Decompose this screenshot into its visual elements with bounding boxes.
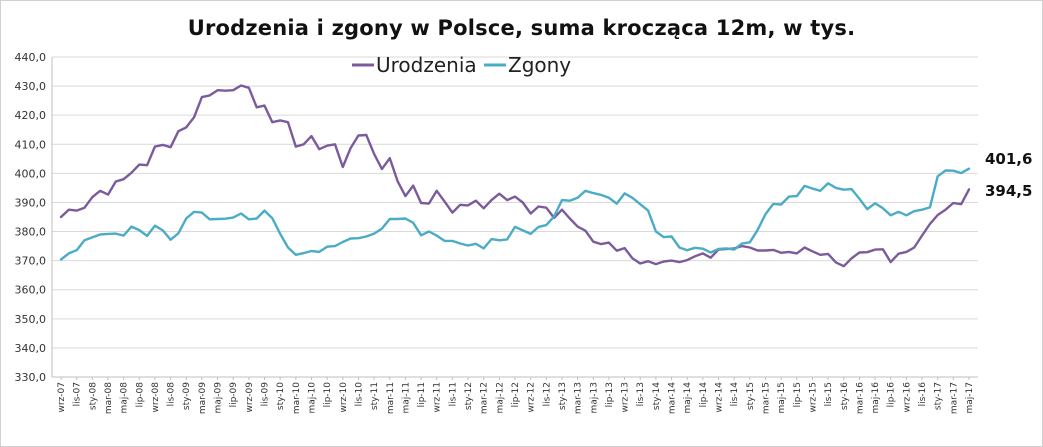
series-lines xyxy=(59,84,971,268)
y-tick-label: 380,0 xyxy=(15,226,47,239)
x-tick-label: wrz-13 xyxy=(621,382,631,413)
x-tick-label: maj-16 xyxy=(871,382,881,414)
x-tick-label: mar-08 xyxy=(104,382,114,414)
legend-label-zgony: Zgony xyxy=(508,53,571,77)
series-line-zgony xyxy=(59,167,971,261)
y-tick-label: 340,0 xyxy=(15,342,47,355)
x-tick-label: lis-14 xyxy=(730,382,740,407)
end-labels: 401,6 394,5 xyxy=(985,150,1032,200)
chart-title: Urodzenia i zgony w Polsce, suma krocząc… xyxy=(187,16,856,40)
x-tick-label: lis-13 xyxy=(636,382,646,406)
y-tick-label: 360,0 xyxy=(15,284,47,297)
y-tick-label: 370,0 xyxy=(15,255,47,268)
gridlines xyxy=(52,56,978,378)
x-tick-label: maj-15 xyxy=(777,382,787,413)
x-tick-label: wrz-10 xyxy=(339,382,349,413)
y-tick-label: 330,0 xyxy=(15,371,47,384)
x-tick-label: mar-13 xyxy=(574,382,584,414)
end-label-zgony: 401,6 xyxy=(985,150,1032,168)
x-tick-label: wrz-12 xyxy=(527,382,537,413)
x-tick-label: maj-12 xyxy=(495,382,505,413)
x-tick-label: maj-17 xyxy=(965,382,975,413)
x-tick-label: sty-13 xyxy=(558,382,568,410)
x-tick-label: wrz-16 xyxy=(902,382,912,413)
x-tick-label: maj-10 xyxy=(307,382,317,414)
x-tick-label: sty-17 xyxy=(934,382,944,410)
x-tick-label: sty-16 xyxy=(840,382,850,410)
end-label-urodzenia: 394,5 xyxy=(985,182,1032,200)
x-tick-label: wrz-08 xyxy=(151,382,161,413)
x-tick-label: maj-14 xyxy=(683,382,693,414)
x-tick-label: lis-16 xyxy=(918,382,928,407)
x-tick-label: mar-11 xyxy=(386,382,396,414)
x-tick-label: sty-11 xyxy=(370,382,380,410)
x-tick-label: wrz-15 xyxy=(808,382,818,413)
x-tick-label: maj-11 xyxy=(401,382,411,413)
x-tick-label: lip-13 xyxy=(605,382,615,407)
x-tick-label: wrz-07 xyxy=(57,382,67,413)
x-tick-label: wrz-14 xyxy=(715,382,725,413)
x-tick-label: lip-15 xyxy=(793,382,803,407)
x-tick-label: lis-10 xyxy=(354,382,364,407)
x-tick-label: wrz-09 xyxy=(245,382,255,413)
x-tick-label: mar-10 xyxy=(292,382,302,414)
y-tick-label: 440,0 xyxy=(15,51,47,64)
x-tick-label: mar-14 xyxy=(668,382,678,414)
legend: Urodzenia Zgony xyxy=(352,53,571,77)
x-tick-label: mar-09 xyxy=(198,382,208,414)
legend-label-urodzenia: Urodzenia xyxy=(376,53,477,77)
x-tick-label: sty-14 xyxy=(652,382,662,410)
y-tick-label: 400,0 xyxy=(15,167,47,180)
x-tick-label: lis-15 xyxy=(824,382,834,406)
x-tick-label: lip-11 xyxy=(417,382,427,407)
x-tick-label: sty-15 xyxy=(746,382,756,410)
x-axis-ticks: wrz-07 lis-07 sty-08 mar-08 maj-08 lip-08 wrz-… xyxy=(57,377,975,414)
x-tick-label: mar-15 xyxy=(761,382,771,414)
x-tick-label: sty-10 xyxy=(276,382,286,410)
x-tick-label: maj-13 xyxy=(589,382,599,413)
x-tick-label: lip-10 xyxy=(323,382,333,408)
x-tick-label: lip-14 xyxy=(699,382,709,408)
y-tick-label: 410,0 xyxy=(15,138,47,151)
x-tick-label: maj-08 xyxy=(120,382,130,414)
y-tick-label: 430,0 xyxy=(15,80,47,93)
x-tick-label: lip-12 xyxy=(511,382,521,407)
x-tick-label: mar-16 xyxy=(855,382,865,414)
x-tick-label: mar-17 xyxy=(949,382,959,414)
x-tick-label: lis-12 xyxy=(542,382,552,406)
x-tick-label: lis-08 xyxy=(167,382,177,407)
x-tick-label: lip-09 xyxy=(229,382,239,408)
x-tick-label: sty-12 xyxy=(464,382,474,410)
y-tick-label: 390,0 xyxy=(15,196,47,209)
x-tick-label: lis-09 xyxy=(261,382,271,407)
y-axis-ticks: 330,0 340,0 350,0 360,0 370,0 380,0 390,0 400,0… xyxy=(15,51,47,384)
x-tick-label: mar-12 xyxy=(480,382,490,414)
x-tick-label: lis-07 xyxy=(73,382,83,406)
x-tick-label: sty-09 xyxy=(182,382,192,410)
x-tick-label: lip-16 xyxy=(887,382,897,408)
y-tick-label: 350,0 xyxy=(15,313,47,326)
y-tick-label: 420,0 xyxy=(15,109,47,122)
series-line-urodzenia xyxy=(59,84,971,268)
x-tick-label: sty-08 xyxy=(88,382,98,410)
x-tick-label: wrz-11 xyxy=(433,382,443,413)
x-tick-label: maj-09 xyxy=(214,382,224,414)
x-tick-label: lip-08 xyxy=(135,382,145,408)
x-tick-label: lis-11 xyxy=(448,382,458,406)
